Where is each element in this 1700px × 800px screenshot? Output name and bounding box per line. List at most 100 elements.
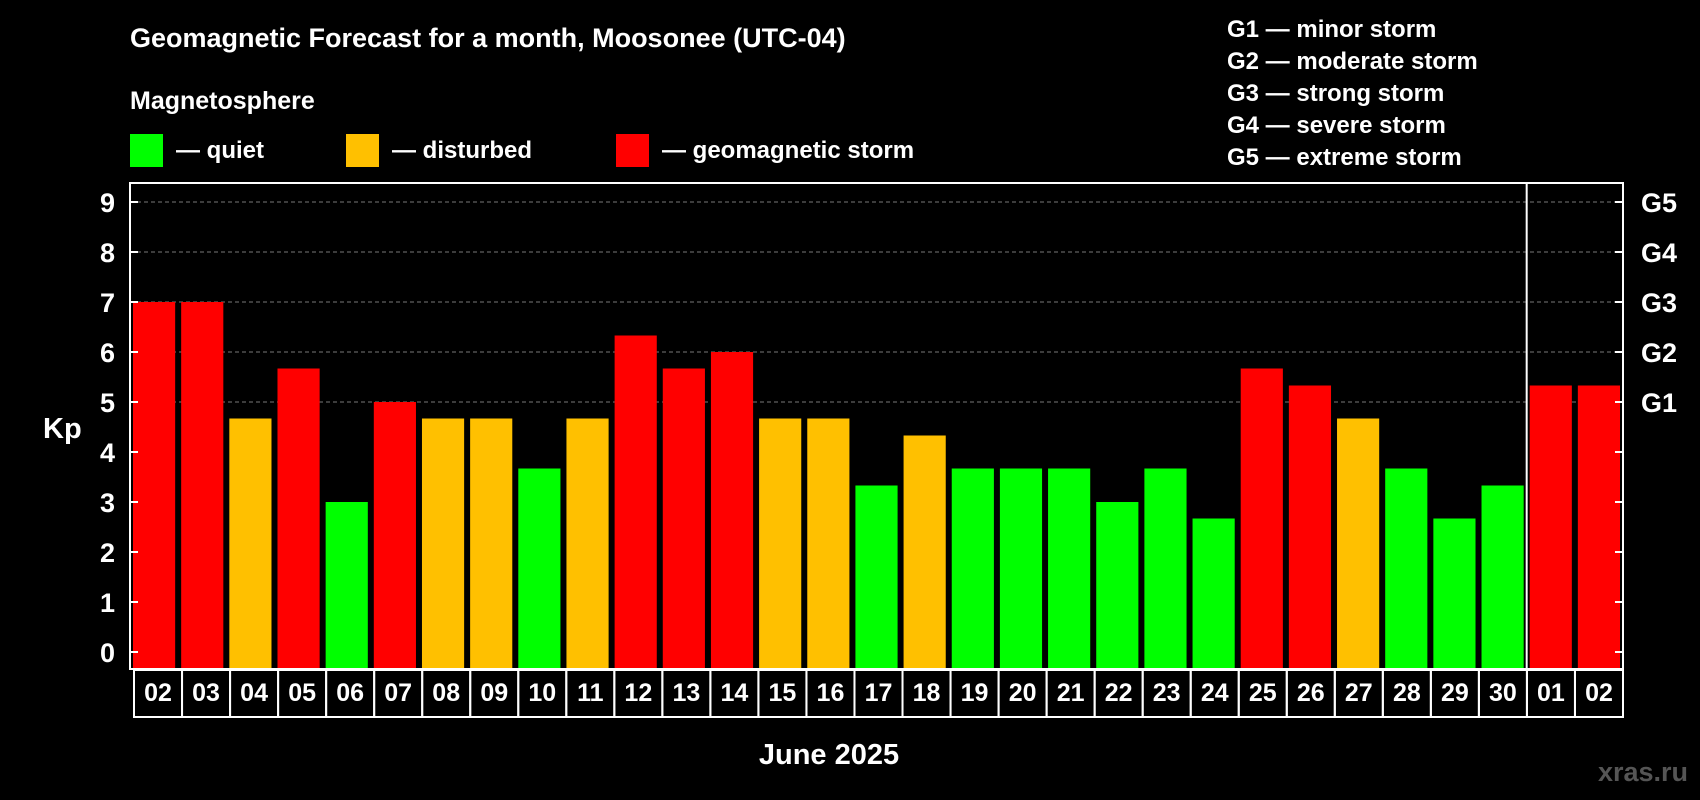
x-tick-label: 08	[432, 679, 460, 707]
bar-02	[133, 302, 176, 668]
bar-08	[421, 418, 465, 668]
bar-19	[951, 468, 994, 668]
x-tick-label: 03	[192, 679, 220, 707]
y-tick-label: 2	[100, 538, 115, 568]
bar-18	[903, 435, 946, 668]
x-tick-label: 06	[336, 679, 364, 707]
y-tick-label: 4	[100, 438, 115, 468]
x-tick-label: 01	[1537, 679, 1565, 707]
x-tick-label: 21	[1057, 679, 1085, 707]
x-tick-label: 05	[288, 679, 316, 707]
g-scale-item: G1 — minor storm	[1227, 16, 1436, 43]
x-axis: 02 03 04 05 06 07 08 09 10 11 12 13 14 15 16 17 18 19 20 21…	[133, 669, 1625, 718]
g-scale-item: G5 — extreme storm	[1227, 144, 1462, 171]
g-scale-item: G4 — severe storm	[1227, 112, 1446, 139]
x-tick-label: 30	[1489, 679, 1517, 707]
x-tick-label: 19	[961, 679, 989, 707]
g-tick-label: G4	[1641, 238, 1677, 268]
g-tick-label: G1	[1641, 388, 1677, 418]
x-tick-label: 14	[720, 679, 748, 707]
bar-03	[181, 302, 224, 668]
bars	[133, 302, 1620, 668]
bar-05	[277, 368, 320, 668]
y-tick-label: 1	[100, 588, 115, 618]
g-tick-label: G5	[1641, 188, 1677, 218]
x-tick-label: 17	[865, 679, 893, 707]
g-axis: G1 G2 G3 G4 G5	[1641, 188, 1677, 418]
y-tick-label: 0	[100, 638, 115, 668]
bar-17	[855, 485, 898, 668]
day-box	[1573, 669, 1625, 718]
legend-swatch-quiet	[130, 134, 163, 167]
x-tick-label: 07	[384, 679, 412, 707]
y-axis-label: Kp	[43, 413, 82, 445]
x-axis-label: June 2025	[759, 739, 899, 771]
g-tick-label: G3	[1641, 288, 1677, 318]
bar-27	[1337, 418, 1380, 668]
x-tick-label: 04	[240, 679, 268, 707]
bar-29	[1433, 518, 1476, 668]
bar-02	[1577, 385, 1620, 668]
x-tick-label: 28	[1393, 679, 1421, 707]
bar-06	[325, 502, 368, 668]
g-scale-item: G2 — moderate storm	[1227, 48, 1478, 75]
legend-label-storm: — geomagnetic storm	[662, 137, 914, 164]
bar-15	[759, 418, 802, 668]
bar-28	[1385, 468, 1428, 668]
bar-12	[614, 335, 657, 668]
bar-09	[470, 418, 513, 668]
x-tick-label: 27	[1345, 679, 1373, 707]
bar-16	[807, 418, 850, 668]
y-tick-label: 5	[100, 388, 115, 418]
x-tick-label: 24	[1201, 679, 1229, 707]
bar-20	[999, 468, 1043, 668]
x-tick-label: 18	[913, 679, 941, 707]
bar-07	[373, 402, 416, 668]
bar-21	[1048, 468, 1091, 668]
bar-11	[566, 418, 609, 668]
y-tick-label: 8	[100, 238, 115, 268]
grid	[130, 201, 1623, 403]
x-tick-label: 15	[769, 679, 797, 707]
chart-title: Geomagnetic Forecast for a month, Mooson…	[130, 23, 846, 53]
x-tick-label: 23	[1153, 679, 1181, 707]
x-tick-label: 11	[577, 679, 604, 707]
watermark: xras.ru	[1598, 757, 1688, 787]
bar-25	[1240, 368, 1283, 668]
bar-14	[710, 352, 754, 668]
x-tick-label: 29	[1441, 679, 1469, 707]
bar-04	[229, 418, 272, 668]
legend-heading: Magnetosphere	[130, 87, 315, 115]
x-tick-label: 09	[480, 679, 508, 707]
bar-10	[518, 468, 561, 668]
y-tick-label: 9	[100, 188, 115, 218]
x-tick-label: 02	[144, 679, 172, 707]
g-scale-legend: G1 — minor storm G2 — moderate storm G3 — …	[1227, 16, 1478, 171]
x-tick-label: 22	[1105, 679, 1133, 707]
x-tick-label: 25	[1249, 679, 1277, 707]
x-tick-label: 10	[528, 679, 556, 707]
x-tick-label: 12	[624, 679, 652, 707]
bar-13	[662, 368, 705, 668]
y-tick-label: 6	[100, 338, 115, 368]
x-tick-label: 16	[817, 679, 845, 707]
legend-swatch-disturbed	[346, 134, 379, 167]
bar-26	[1288, 385, 1332, 668]
legend-swatch-storm	[616, 134, 649, 167]
y-tick-label: 7	[100, 288, 115, 318]
y-axis: 0 1 2 3 4 5 6 7 8 9	[100, 188, 1623, 668]
legend-label-quiet: — quiet	[176, 137, 264, 164]
legend: — quiet — disturbed — geomagnetic storm	[130, 134, 914, 167]
g-tick-label: G2	[1641, 338, 1677, 368]
bar-22	[1096, 502, 1139, 668]
bar-24	[1192, 518, 1235, 668]
x-tick-label: 02	[1585, 679, 1613, 707]
bar-23	[1144, 468, 1187, 668]
legend-label-disturbed: — disturbed	[392, 137, 532, 164]
x-tick-label: 20	[1009, 679, 1037, 707]
y-tick-label: 3	[100, 488, 115, 518]
g-scale-item: G3 — strong storm	[1227, 80, 1444, 107]
x-tick-label: 26	[1297, 679, 1325, 707]
x-tick-label: 13	[672, 679, 700, 707]
